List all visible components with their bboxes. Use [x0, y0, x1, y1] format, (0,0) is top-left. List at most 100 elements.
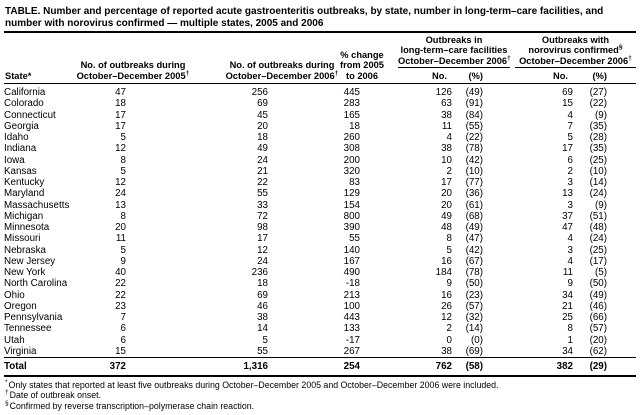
table-row: Pennsylvania 7 38 443 12 (32) 25 (66)	[4, 312, 636, 323]
cell-ltcf-pct: (49)	[465, 222, 483, 233]
table-row: Michigan 8 72 800 49 (68) 37 (51)	[4, 211, 636, 222]
cell-ltcf-no: 20	[441, 199, 452, 211]
table-row: Oregon 23 46 100 26 (57) 21 (46)	[4, 301, 636, 312]
cell-noro-no: 7	[567, 120, 573, 132]
cell-n2005: 11	[115, 233, 126, 245]
cell-n2006: 72	[257, 210, 268, 222]
cell-n2006: 38	[257, 312, 268, 323]
cell-n2006: 55	[257, 345, 268, 357]
cell-n2005: 15	[115, 345, 126, 357]
cell-pct: 490	[343, 267, 360, 278]
cell-pct: 18	[349, 120, 360, 132]
cell-state: California	[4, 87, 46, 98]
cell-state: New Jersey	[4, 255, 56, 267]
cell-noro-no: 9	[567, 278, 573, 290]
cell-pct: 267	[343, 345, 360, 357]
subheader-ltcf-pct: (%)	[468, 70, 483, 81]
cell-ltcf-pct: (10)	[465, 165, 483, 177]
cell-pct: 445	[343, 87, 360, 98]
cell-noro-pct: (25)	[589, 154, 607, 166]
cell-ltcf-no: 38	[441, 143, 452, 155]
cell-pct: 165	[343, 109, 360, 121]
cell-state: Maryland	[4, 188, 45, 200]
cell-n2005: 9	[120, 255, 126, 267]
cell-state: Georgia	[4, 120, 39, 132]
cell-n2006: 49	[257, 143, 268, 155]
cell-ltcf-no: 12	[441, 312, 452, 323]
cell-n2005: 5	[120, 165, 126, 177]
table-row: Colorado 18 69 283 63 (91) 15 (22)	[4, 98, 636, 109]
cell-ltcf-no: 0	[446, 334, 452, 346]
cell-ltcf-pct: (68)	[465, 210, 483, 222]
cell-pct: 320	[343, 165, 360, 177]
cell-noro-no: 25	[562, 312, 573, 323]
dagger-footnote-mark: †	[334, 69, 339, 77]
cell-n2005: 40	[115, 267, 126, 278]
cell-state: Kentucky	[4, 177, 45, 188]
cell-noro-pct: (9)	[595, 109, 607, 121]
cell-ltcf-no: 26	[441, 300, 452, 312]
cell-n2005: 12	[115, 143, 126, 155]
cell-n2006: 12	[257, 244, 268, 256]
cell-noro-no: 34	[562, 289, 573, 301]
cell-noro-no: 4	[567, 255, 573, 267]
cell-pct: 254	[268, 356, 360, 377]
cell-state: Michigan	[4, 210, 44, 222]
cell-noro-no: 13	[562, 188, 573, 200]
cell-ltcf-no: 5	[446, 244, 452, 256]
cell-ltcf-pct: (91)	[465, 98, 483, 110]
table-row: Kentucky 12 22 83 17 (77) 3 (14)	[4, 177, 636, 188]
cell-n2006: 256	[251, 87, 268, 98]
cell-state: North Carolina	[4, 278, 68, 290]
table-row: Idaho 5 18 260 4 (22) 5 (28)	[4, 132, 636, 143]
cell-noro-pct: (46)	[589, 300, 607, 312]
cell-ltcf-no: 8	[446, 233, 452, 245]
table-row: Iowa 8 24 200 10 (42) 6 (25)	[4, 155, 636, 166]
cell-ltcf-no: 184	[435, 267, 452, 278]
table-row: Tennessee 6 14 133 2 (14) 8 (57)	[4, 323, 636, 334]
cell-n2006: 20	[257, 120, 268, 132]
cell-n2005: 5	[120, 132, 126, 143]
cell-state: Virginia	[4, 345, 37, 357]
cell-state: Oregon	[4, 300, 37, 312]
table-row: California 47 256 445 126 (49) 69 (27)	[4, 84, 636, 98]
table-header: State* No. of outbreaks during October–D…	[4, 33, 636, 84]
cell-n2005: 17	[115, 120, 126, 132]
cell-ltcf-pct: (36)	[465, 188, 483, 200]
cell-pct: 55	[349, 233, 360, 245]
cell-n2006: 1,316	[126, 356, 268, 377]
cell-noro-pct: (10)	[589, 165, 607, 177]
cell-noro-pct: (29)	[573, 356, 636, 377]
cell-pct: 800	[343, 210, 360, 222]
cell-pct: 129	[343, 188, 360, 200]
cell-state: Tennessee	[4, 323, 52, 335]
cell-ltcf-pct: (77)	[465, 177, 483, 188]
cell-noro-pct: (48)	[589, 222, 607, 233]
section-footnote-mark: §	[5, 399, 9, 407]
cell-noro-pct: (35)	[589, 120, 607, 132]
cell-noro-pct: (28)	[589, 132, 607, 143]
cell-ltcf-pct: (23)	[465, 289, 483, 301]
cell-ltcf-no: 38	[441, 109, 452, 121]
cell-pct: 100	[343, 300, 360, 312]
cell-pct: 213	[343, 289, 360, 301]
cell-state: Connecticut	[4, 109, 56, 121]
cell-state: Kansas	[4, 165, 37, 177]
cell-n2005: 18	[115, 98, 126, 110]
cell-ltcf-pct: (42)	[465, 154, 483, 166]
cell-noro-pct: (49)	[589, 289, 607, 301]
cell-ltcf-no: 49	[441, 210, 452, 222]
cell-ltcf-no: 126	[435, 87, 452, 98]
group-header-ltcf: Outbreaks in long-term–care facilities O…	[398, 35, 511, 68]
cell-ltcf-pct: (50)	[465, 278, 483, 290]
table-row: Maryland 24 55 129 20 (36) 13 (24)	[4, 188, 636, 199]
cell-ltcf-no: 48	[441, 222, 452, 233]
cell-state: Minnesota	[4, 222, 50, 233]
cell-n2005: 22	[115, 278, 126, 290]
cell-noro-pct: (22)	[589, 98, 607, 110]
cell-ltcf-no: 9	[446, 278, 452, 290]
cell-noro-no: 37	[562, 210, 573, 222]
cell-n2006: 69	[257, 289, 268, 301]
cell-state: Ohio	[4, 289, 25, 301]
